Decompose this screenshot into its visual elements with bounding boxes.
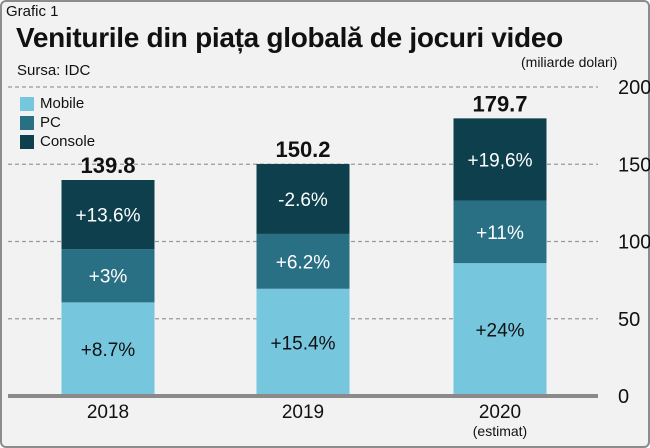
bar-mobile-2019 [256, 288, 350, 396]
bar-mobile-2018 [61, 302, 155, 396]
legend-label-console: Console [40, 133, 96, 150]
legend: Mobile PC Console [20, 94, 95, 151]
data-label-pc-2019: +6.2% [276, 252, 331, 273]
bar-pc-2020 [453, 200, 547, 264]
x-tick-label-2019: 2019 [282, 402, 324, 423]
data-label-mobile-2018: +8.7% [81, 340, 136, 361]
y-tick-label-150: 150 [618, 154, 650, 176]
bar-pc-2018 [61, 249, 155, 303]
bar-total-label-2020: 179.7 [472, 91, 527, 116]
data-label-pc-2020: +11% [476, 223, 524, 244]
bar-console-2019 [256, 163, 350, 234]
legend-label-mobile: Mobile [40, 95, 85, 112]
legend-swatch-pc [20, 115, 34, 130]
chart-source: Sursa: IDC [17, 62, 91, 79]
bar-mobile-2020 [453, 263, 547, 396]
bar-console-2018 [61, 180, 155, 250]
legend-label-pc: PC [40, 114, 61, 131]
legend-swatch-mobile [20, 96, 34, 111]
x-tick-sublabel-2020: (estimat) [473, 423, 527, 439]
chart-title: Veniturile din piața globală de jocuri v… [16, 22, 563, 53]
bar-total-label-2018: 139.8 [80, 153, 135, 178]
y-tick-label-50: 50 [618, 309, 640, 331]
bar-total-label-2019: 150.2 [275, 137, 330, 162]
x-tick-label-2020: 2020 [479, 402, 521, 423]
y-tick-label-100: 100 [618, 232, 650, 254]
legend-swatch-console [20, 134, 34, 149]
y-axis-unit: (miliarde dolari) [521, 54, 618, 70]
legend-item-mobile: Mobile [20, 94, 95, 113]
data-label-pc-2018: +3% [89, 267, 128, 288]
bar-console-2020 [453, 118, 547, 201]
data-label-mobile-2019: +15.4% [271, 333, 336, 354]
data-label-console-2020: +19,6% [468, 150, 533, 171]
data-label-console-2019: -2.6% [278, 190, 328, 211]
data-label-console-2018: +13.6% [76, 206, 141, 227]
legend-item-console: Console [20, 132, 95, 151]
bar-pc-2019 [256, 233, 350, 289]
x-tick-label-2018: 2018 [87, 402, 129, 423]
chart-kicker: Grafic 1 [6, 3, 59, 20]
y-tick-label-200: 200 [618, 77, 650, 99]
legend-item-pc: PC [20, 113, 95, 132]
data-label-mobile-2020: +24% [475, 321, 524, 342]
y-tick-label-0: 0 [618, 386, 629, 408]
